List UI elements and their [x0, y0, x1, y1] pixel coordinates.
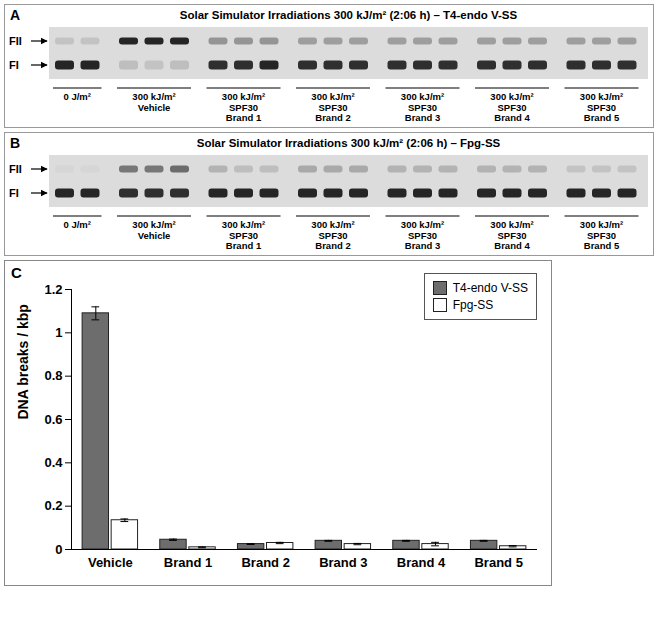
svg-text:Brand 2: Brand 2 — [315, 240, 350, 251]
html-text:C: C — [11, 264, 22, 281]
svg-text:SPF30: SPF30 — [497, 102, 526, 113]
svg-text:0.4: 0.4 — [44, 455, 63, 470]
svg-text:Vehicle: Vehicle — [138, 230, 171, 241]
html-text:Fpg-SS: Fpg-SS — [452, 298, 494, 312]
svg-text:SPF30: SPF30 — [229, 230, 258, 241]
svg-text:300 kJ/m²: 300 kJ/m² — [311, 219, 354, 230]
svg-text:SPF30: SPF30 — [229, 102, 258, 113]
svg-text:SPF30: SPF30 — [408, 230, 437, 241]
svg-text:Brand 5: Brand 5 — [584, 112, 620, 123]
svg-text:300 kJ/m²: 300 kJ/m² — [311, 91, 354, 102]
svg-text:SPF30: SPF30 — [497, 230, 526, 241]
svg-text:0.2: 0.2 — [44, 498, 62, 513]
svg-text:Vehicle: Vehicle — [138, 102, 171, 113]
svg-text:Brand 3: Brand 3 — [405, 240, 440, 251]
svg-text:300 kJ/m²: 300 kJ/m² — [401, 219, 444, 230]
svg-text:Brand 1: Brand 1 — [164, 555, 212, 570]
svg-text:300 kJ/m²: 300 kJ/m² — [580, 91, 623, 102]
svg-text:Vehicle: Vehicle — [88, 555, 133, 570]
svg-text:Brand 1: Brand 1 — [226, 112, 262, 123]
svg-text:1: 1 — [55, 325, 62, 340]
html-text:T4-endo V-SS: T4-endo V-SS — [452, 281, 528, 295]
svg-text:Brand 2: Brand 2 — [315, 112, 350, 123]
svg-text:DNA breaks / kbp: DNA breaks / kbp — [15, 304, 31, 419]
svg-text:Brand 4: Brand 4 — [494, 240, 530, 251]
svg-text:0: 0 — [55, 542, 62, 557]
svg-text:SPF30: SPF30 — [587, 102, 616, 113]
svg-text:B: B — [10, 135, 20, 151]
svg-text:FII: FII — [9, 35, 22, 47]
svg-text:A: A — [10, 7, 20, 23]
svg-text:Brand 5: Brand 5 — [474, 555, 522, 570]
svg-text:Brand 3: Brand 3 — [319, 555, 367, 570]
svg-text:FII: FII — [9, 163, 22, 175]
svg-text:300 kJ/m²: 300 kJ/m² — [132, 91, 175, 102]
svg-text:300 kJ/m²: 300 kJ/m² — [222, 219, 265, 230]
svg-text:FI: FI — [9, 59, 19, 71]
svg-text:0 J/m²: 0 J/m² — [64, 219, 91, 230]
svg-text:FI: FI — [9, 187, 19, 199]
svg-text:Brand 4: Brand 4 — [494, 112, 530, 123]
svg-text:Brand 4: Brand 4 — [397, 555, 446, 570]
svg-text:Solar Simulator Irradiations 3: Solar Simulator Irradiations 300 kJ/m² (… — [180, 9, 518, 21]
svg-text:0.6: 0.6 — [44, 412, 62, 427]
svg-text:Brand 2: Brand 2 — [241, 555, 289, 570]
svg-text:0 J/m²: 0 J/m² — [64, 91, 91, 102]
svg-text:300 kJ/m²: 300 kJ/m² — [401, 91, 444, 102]
svg-text:300 kJ/m²: 300 kJ/m² — [580, 219, 623, 230]
svg-text:Brand 5: Brand 5 — [584, 240, 620, 251]
svg-text:SPF30: SPF30 — [408, 102, 437, 113]
svg-text:300 kJ/m²: 300 kJ/m² — [132, 219, 175, 230]
svg-text:0.8: 0.8 — [44, 368, 62, 383]
svg-text:SPF30: SPF30 — [318, 102, 347, 113]
svg-text:300 kJ/m²: 300 kJ/m² — [490, 219, 533, 230]
svg-text:1.2: 1.2 — [44, 282, 62, 297]
svg-text:Solar Simulator Irradiations 3: Solar Simulator Irradiations 300 kJ/m² (… — [197, 137, 501, 149]
svg-text:SPF30: SPF30 — [587, 230, 616, 241]
svg-text:300 kJ/m²: 300 kJ/m² — [222, 91, 265, 102]
svg-text:Brand 1: Brand 1 — [226, 240, 262, 251]
svg-text:Brand 3: Brand 3 — [405, 112, 440, 123]
svg-text:SPF30: SPF30 — [318, 230, 347, 241]
svg-text:300 kJ/m²: 300 kJ/m² — [490, 91, 533, 102]
